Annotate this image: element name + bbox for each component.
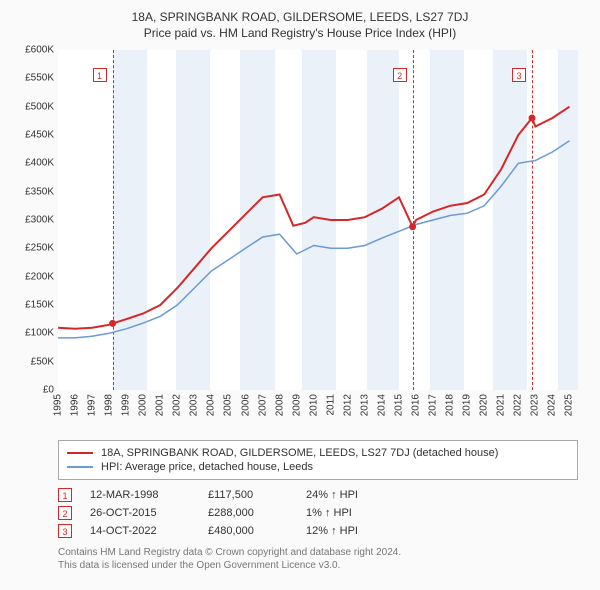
y-axis-label: £400K <box>12 158 54 169</box>
x-axis-label: 2016 <box>411 394 422 416</box>
x-axis-label: 2003 <box>189 394 200 416</box>
y-axis-label: £0 <box>12 385 54 396</box>
x-axis-label: 2006 <box>240 394 251 416</box>
event-table: 1 12-MAR-1998 £117,500 24% ↑ HPI 2 26-OCT-201… <box>58 488 578 538</box>
x-axis-label: 2024 <box>547 394 558 416</box>
x-axis-label: 2017 <box>428 394 439 416</box>
x-axis-label: 2013 <box>359 394 370 416</box>
attribution-line: Contains HM Land Registry data © Crown c… <box>58 546 578 559</box>
x-axis-label: 1998 <box>104 394 115 416</box>
event-marker-inline: 2 <box>58 506 72 520</box>
sale-dot <box>109 320 116 327</box>
event-date: 12-MAR-1998 <box>90 489 190 501</box>
event-marker: 3 <box>512 68 526 82</box>
y-axis-label: £350K <box>12 186 54 197</box>
y-axis-label: £50K <box>12 356 54 367</box>
x-axis-label: 2019 <box>462 394 473 416</box>
x-axis-label: 1996 <box>70 394 81 416</box>
x-axis-label: 2012 <box>342 394 353 416</box>
event-row: 2 26-OCT-2015 £288,000 1% ↑ HPI <box>58 506 578 520</box>
event-row: 1 12-MAR-1998 £117,500 24% ↑ HPI <box>58 488 578 502</box>
x-axis-label: 2020 <box>479 394 490 416</box>
x-axis-label: 2009 <box>291 394 302 416</box>
x-axis-label: 2001 <box>155 394 166 416</box>
x-axis-label: 2002 <box>172 394 183 416</box>
legend-row: HPI: Average price, detached house, Leed… <box>67 461 569 473</box>
x-axis-label: 2011 <box>325 394 336 416</box>
x-axis-label: 2015 <box>393 394 404 416</box>
event-date: 14-OCT-2022 <box>90 525 190 537</box>
x-axis-label: 2000 <box>138 394 149 416</box>
chart-area: 1 2 3 £0 £50K £100K £150K £200K £250K £300K £350K… <box>12 50 588 430</box>
x-axis-label: 2010 <box>308 394 319 416</box>
legend-label: HPI: Average price, detached house, Leed… <box>101 461 313 473</box>
x-axis-label: 2005 <box>223 394 234 416</box>
event-marker-inline: 3 <box>58 524 72 538</box>
y-axis-label: £450K <box>12 130 54 141</box>
x-axis-label: 2004 <box>206 394 217 416</box>
attribution: Contains HM Land Registry data © Crown c… <box>58 546 578 572</box>
event-marker-inline: 1 <box>58 488 72 502</box>
series-line <box>58 141 570 338</box>
legend-swatch <box>67 452 93 454</box>
legend-row: 18A, SPRINGBANK ROAD, GILDERSOME, LEEDS,… <box>67 447 569 459</box>
x-axis-label: 1997 <box>87 394 98 416</box>
y-axis-label: £150K <box>12 300 54 311</box>
y-axis-label: £550K <box>12 73 54 84</box>
x-axis-label: 2023 <box>530 394 541 416</box>
attribution-line: This data is licensed under the Open Gov… <box>58 559 578 572</box>
x-axis-label: 2022 <box>513 394 524 416</box>
y-axis-label: £500K <box>12 101 54 112</box>
legend-swatch <box>67 466 93 468</box>
x-axis-label: 1999 <box>121 394 132 416</box>
chart-subtitle: Price paid vs. HM Land Registry's House … <box>12 26 588 40</box>
event-pct: 24% ↑ HPI <box>306 489 396 501</box>
legend-label: 18A, SPRINGBANK ROAD, GILDERSOME, LEEDS,… <box>101 447 498 459</box>
event-marker: 1 <box>93 68 107 82</box>
chart-title: 18A, SPRINGBANK ROAD, GILDERSOME, LEEDS,… <box>12 10 588 24</box>
y-axis-label: £200K <box>12 271 54 282</box>
y-axis-label: £100K <box>12 328 54 339</box>
x-axis-label: 1995 <box>53 394 64 416</box>
sale-dot <box>529 115 536 122</box>
sale-dot <box>409 223 416 230</box>
x-axis-label: 2014 <box>376 394 387 416</box>
x-axis-label: 2021 <box>496 394 507 416</box>
event-date: 26-OCT-2015 <box>90 507 190 519</box>
x-axis-label: 2018 <box>445 394 456 416</box>
x-axis-label: 2008 <box>274 394 285 416</box>
event-row: 3 14-OCT-2022 £480,000 12% ↑ HPI <box>58 524 578 538</box>
x-axis-label: 2007 <box>257 394 268 416</box>
plot-region: 1 2 3 <box>58 50 578 390</box>
y-axis-label: £600K <box>12 45 54 56</box>
chart-container: 18A, SPRINGBANK ROAD, GILDERSOME, LEEDS,… <box>0 0 600 590</box>
y-axis-label: £250K <box>12 243 54 254</box>
y-axis-label: £300K <box>12 215 54 226</box>
event-pct: 12% ↑ HPI <box>306 525 396 537</box>
plot-svg <box>58 50 578 390</box>
event-pct: 1% ↑ HPI <box>306 507 396 519</box>
event-price: £117,500 <box>208 489 288 501</box>
x-axis-label: 2025 <box>564 394 575 416</box>
series-line <box>58 107 570 329</box>
event-price: £480,000 <box>208 525 288 537</box>
event-price: £288,000 <box>208 507 288 519</box>
legend: 18A, SPRINGBANK ROAD, GILDERSOME, LEEDS,… <box>58 440 578 480</box>
event-marker: 2 <box>393 68 407 82</box>
